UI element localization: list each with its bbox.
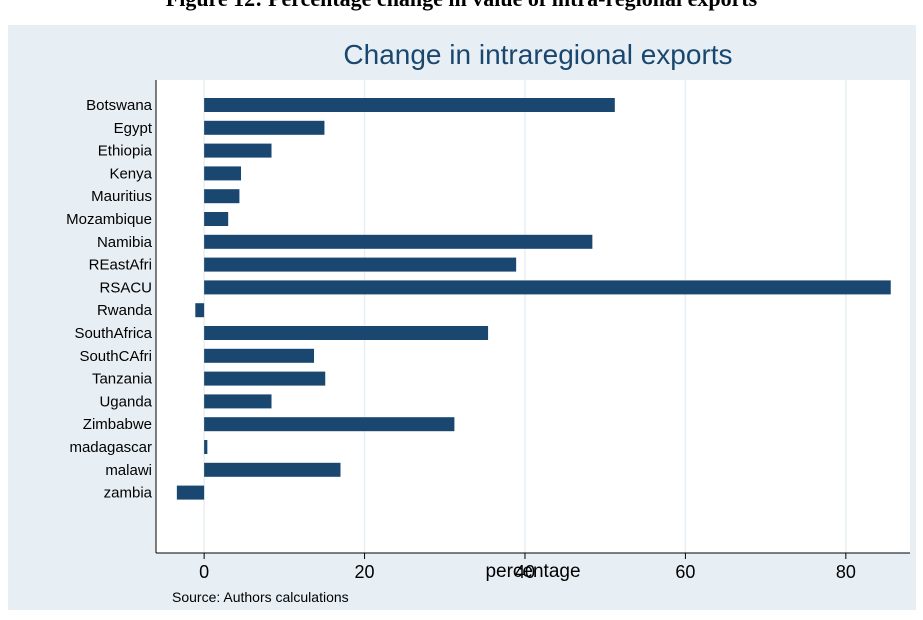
category-labels: Botswana Egypt Ethiopia Kenya Mauritius Mozam… [66, 97, 153, 502]
category-label: Ethiopia [98, 143, 153, 160]
bar-rwanda [195, 303, 205, 318]
category-label: Rwanda [97, 302, 153, 319]
bars [176, 98, 891, 500]
x-tick-label: 60 [675, 562, 695, 582]
category-label: Tanzania [92, 371, 153, 388]
bar-rsacu [204, 280, 891, 295]
category-label: SouthCAfri [79, 348, 152, 365]
bar-chart: Change in intraregional exports Botswana… [66, 39, 910, 605]
bar-madagascar [204, 440, 208, 454]
chart-panel: Change in intraregional exports Botswana… [8, 25, 916, 610]
x-axis-title: percentage [485, 561, 580, 582]
source-note: Source: Authors calculations [172, 589, 349, 605]
category-label: REastAfri [89, 257, 152, 274]
bar-ethiopia [204, 143, 272, 158]
category-label: madagascar [69, 439, 152, 456]
chart-title: Change in intraregional exports [343, 39, 732, 70]
category-label: Mauritius [91, 188, 152, 205]
bar-tanzania [204, 371, 326, 386]
bar-uganda [204, 394, 272, 409]
bar-botswana [204, 98, 615, 112]
bar-kenya [204, 166, 242, 181]
category-label: Uganda [99, 393, 152, 410]
bar-zambia [176, 485, 205, 500]
bar-mauritius [204, 189, 240, 204]
bar-namibia [204, 234, 593, 249]
category-label: Zimbabwe [83, 416, 152, 433]
figure-caption: Figure 12: Percentage change in value of… [0, 0, 923, 12]
bar-malawi [204, 462, 341, 477]
category-label: RSACU [99, 279, 152, 296]
category-label: zambia [104, 485, 153, 502]
bar-mozambique [204, 212, 229, 226]
bar-zimbabwe [204, 417, 455, 432]
category-label: Namibia [97, 234, 153, 251]
x-tick-label: 0 [199, 562, 209, 582]
bar-southcafri [204, 348, 315, 363]
x-tick-label: 80 [836, 562, 856, 582]
x-tick-label: 20 [355, 562, 375, 582]
category-label: SouthAfrica [74, 325, 152, 342]
category-label: malawi [105, 462, 152, 479]
category-label: Egypt [114, 120, 153, 137]
category-label: Kenya [109, 165, 152, 182]
bar-egypt [204, 120, 325, 135]
bar-southafrica [204, 326, 489, 340]
x-tick-label: 40 [515, 562, 535, 582]
bar-reastafri [204, 257, 517, 272]
x-axis-ticks: 0 20 40 60 80 [199, 553, 856, 582]
category-label: Botswana [86, 97, 153, 114]
category-label: Mozambique [66, 211, 152, 228]
